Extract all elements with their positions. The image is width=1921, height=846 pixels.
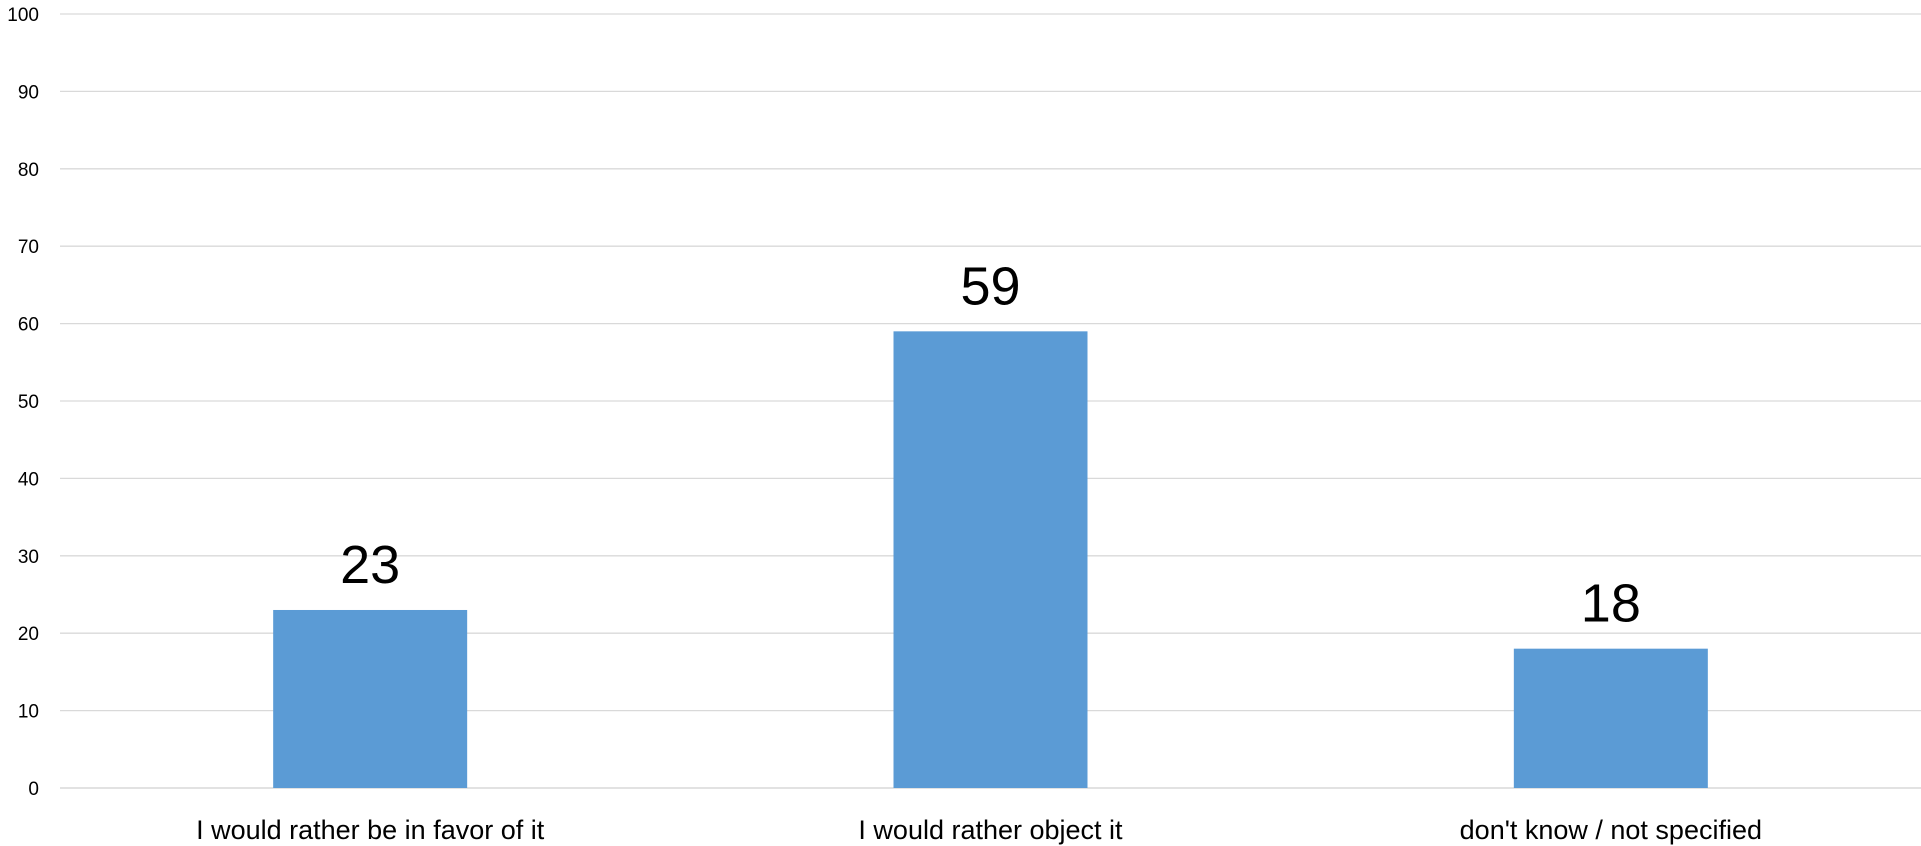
y-tick-label: 0: [28, 779, 39, 800]
x-tick-label-3: don't know / not specified: [1460, 815, 1762, 845]
y-tick-label: 20: [18, 624, 39, 645]
bars: [273, 331, 1708, 788]
bar-1: [273, 609, 468, 788]
y-tick-label: 80: [18, 160, 39, 181]
y-tick-label: 10: [18, 702, 39, 723]
y-tick-label: 40: [18, 469, 39, 490]
y-tick-label: 30: [18, 547, 39, 568]
x-tick-label-2: I would rather object it: [858, 815, 1123, 845]
y-tick-label: 50: [18, 392, 39, 413]
y-tick-label: 90: [18, 82, 39, 103]
bar-2: [893, 331, 1088, 788]
x-axis-tick-labels: I would rather be in favor of it I would …: [196, 815, 1762, 845]
y-tick-label: 70: [18, 237, 39, 258]
data-labels: 23 59 18: [340, 256, 1641, 633]
y-tick-label: 60: [18, 315, 39, 336]
data-label-3: 18: [1581, 574, 1641, 634]
x-tick-label-1: I would rather be in favor of it: [196, 815, 545, 845]
bar-3: [1513, 648, 1708, 788]
y-axis-tick-labels: 0 10 20 30 40 50 60 70 80 90 100: [7, 5, 39, 800]
y-tick-label: 100: [7, 5, 39, 26]
data-label-1: 23: [340, 535, 400, 595]
data-label-2: 59: [960, 256, 1020, 316]
